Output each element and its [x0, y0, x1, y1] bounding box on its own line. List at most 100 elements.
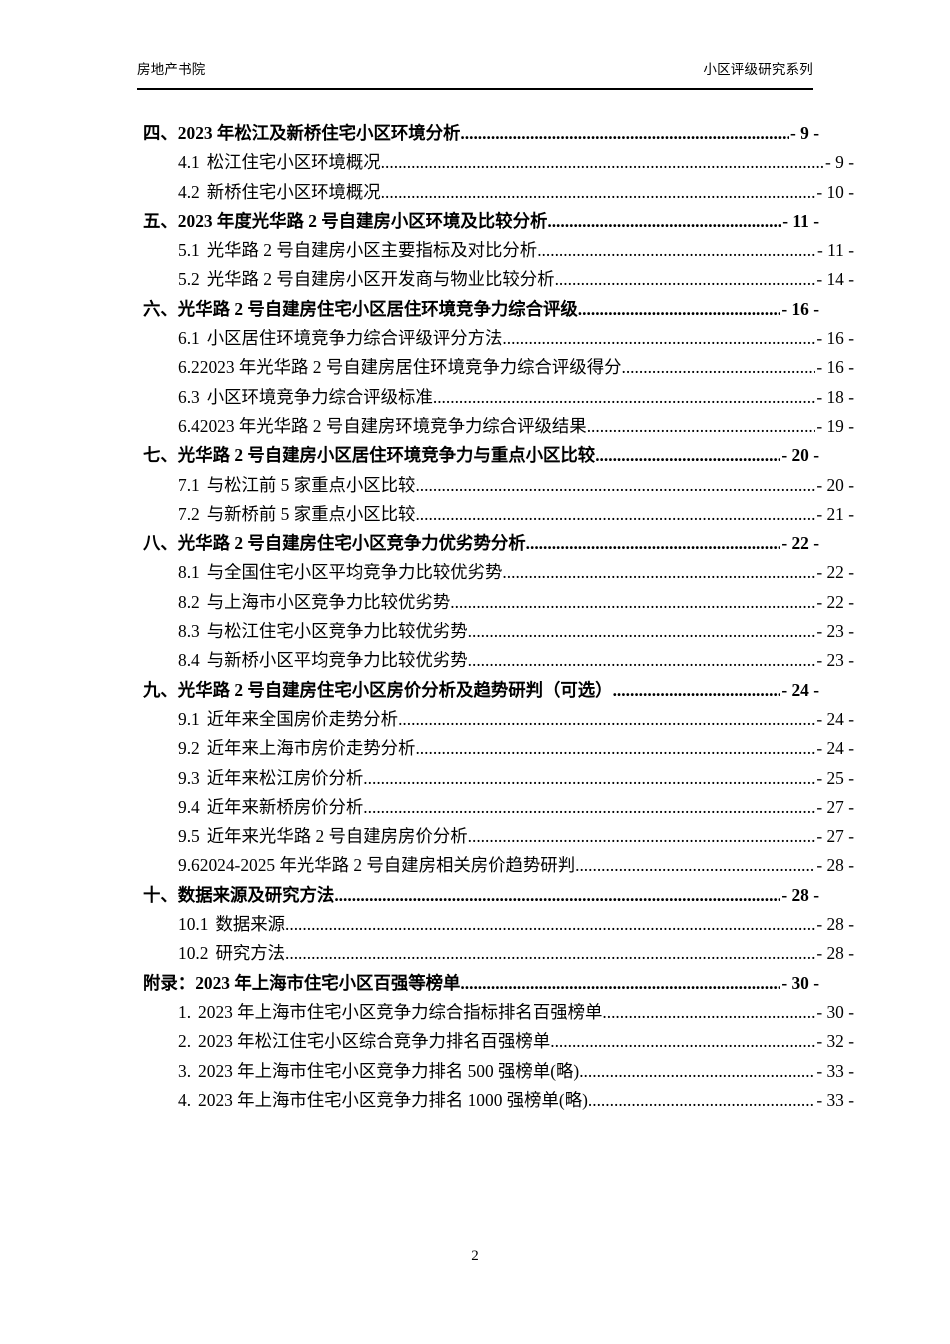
toc-entry[interactable]: 四、2023 年松江及新桥住宅小区环境分析 - 9 - [137, 119, 819, 148]
toc-entry-number: 4. [178, 1089, 192, 1110]
toc-entry[interactable]: 8.4 与新桥小区平均竞争力比较优劣势 - 23 - [137, 646, 854, 675]
toc-entry-page-number: - 18 - [816, 386, 854, 407]
toc-entry[interactable]: 七、光华路 2 号自建房小区居住环境竞争力与重点小区比较 - 20 - [137, 441, 819, 470]
toc-entry[interactable]: 6.1 小区居住环境竞争力综合评级评分方法 - 16 - [137, 324, 854, 353]
toc-entry[interactable]: 10.2 研究方法 - 28 - [137, 939, 854, 968]
toc-leader-dots [575, 851, 815, 880]
toc-entry-title: 光华路 2 号自建房小区居住环境竞争力与重点小区比较 [177, 445, 596, 466]
toc-entry[interactable]: 6.22023 年光华路 2 号自建房居住环境竞争力综合评级得分 - 16 - [137, 353, 854, 382]
toc-entry-label: 4. 2023 年上海市住宅小区竞争力排名 1000 强榜单(略) [178, 1086, 588, 1115]
toc-leader-dots [595, 441, 780, 470]
toc-entry-number: 10.2 [178, 943, 209, 964]
toc-entry-page-number: - 14 - [816, 269, 854, 290]
toc-entry-label: 9.5 近年来光华路 2 号自建房房价分析 [178, 822, 468, 851]
toc-entry-page-number: - 21 - [816, 503, 854, 524]
toc-entry-page-number: - 28 - [816, 914, 854, 935]
toc-entry[interactable]: 6.3 小区环境竞争力综合评级标准 - 18 - [137, 383, 854, 412]
toc-entry[interactable]: 9.5 近年来光华路 2 号自建房房价分析 - 27 - [137, 822, 854, 851]
toc-entry-label: 四、2023 年松江及新桥住宅小区环境分析 [143, 119, 460, 148]
toc-entry[interactable]: 9.4 近年来新桥房价分析 - 27 - [137, 793, 854, 822]
toc-entry-number: 2. [178, 1031, 192, 1052]
toc-entry[interactable]: 4.1 松江住宅小区环境概况 - 9 - [137, 148, 854, 177]
toc-entry-page-number: - 20 - [816, 474, 854, 495]
toc-entry[interactable]: 九、光华路 2 号自建房住宅小区房价分析及趋势研判（可选） - 24 - [137, 676, 819, 705]
toc-entry[interactable]: 7.1 与松江前 5 家重点小区比较 - 20 - [137, 471, 854, 500]
toc-leader-dots [579, 1057, 815, 1086]
toc-entry[interactable]: 8.1 与全国住宅小区平均竞争力比较优劣势 - 22 - [137, 558, 854, 587]
toc-leader-dots [285, 910, 815, 939]
toc-entry[interactable]: 6.42023 年光华路 2 号自建房环境竞争力综合评级结果 - 19 - [137, 412, 854, 441]
toc-entry-number: 9.6 [178, 855, 200, 876]
toc-entry-number: 9.3 [178, 767, 200, 788]
toc-entry-label: 十、数据来源及研究方法 [143, 881, 334, 910]
toc-entry-label: 10.2 研究方法 [178, 939, 285, 968]
toc-leader-dots [363, 764, 815, 793]
toc-entry[interactable]: 八、光华路 2 号自建房住宅小区竞争力优劣势分析 - 22 - [137, 529, 819, 558]
toc-entry-title: 2023 年上海市住宅小区百强等榜单 [195, 972, 461, 993]
toc-leader-dots [334, 881, 780, 910]
toc-entry-page-number: - 11 - [782, 210, 819, 231]
toc-leader-dots [450, 588, 815, 617]
toc-entry[interactable]: 附录：2023 年上海市住宅小区百强等榜单 - 30 - [137, 969, 819, 998]
toc-entry[interactable]: 9.2 近年来上海市房价走势分析 - 24 - [137, 734, 854, 763]
header-divider-rule [137, 88, 813, 90]
toc-entry[interactable]: 10.1 数据来源 - 28 - [137, 910, 854, 939]
toc-entry[interactable]: 十、数据来源及研究方法 - 28 - [137, 881, 819, 910]
toc-entry-number: 七、 [143, 445, 178, 466]
toc-entry-label: 6.3 小区环境竞争力综合评级标准 [178, 383, 433, 412]
toc-entry-page-number: - 22 - [816, 562, 854, 583]
toc-entry-page-number: - 30 - [781, 972, 819, 993]
toc-entry-label: 5.1 光华路 2 号自建房小区主要指标及对比分析 [178, 236, 537, 265]
toc-entry[interactable]: 8.3 与松江住宅小区竞争力比较优劣势 - 23 - [137, 617, 854, 646]
toc-entry-page-number: - 10 - [816, 181, 854, 202]
toc-entry[interactable]: 4.2 新桥住宅小区环境概况 - 10 - [137, 178, 854, 207]
toc-entry-number: 附录： [143, 972, 196, 993]
toc-entry-title: 光华路 2 号自建房小区主要指标及对比分析 [206, 240, 538, 261]
toc-entry-label: 9.62024-2025 年光华路 2 号自建房相关房价趋势研判 [178, 851, 575, 880]
toc-entry[interactable]: 五、2023 年度光华路 2 号自建房小区环境及比较分析 - 11 - [137, 207, 819, 236]
toc-entry-label: 9.4 近年来新桥房价分析 [178, 793, 363, 822]
toc-entry-page-number: - 16 - [781, 298, 819, 319]
toc-entry[interactable]: 9.3 近年来松江房价分析 - 25 - [137, 764, 854, 793]
toc-entry-page-number: - 25 - [816, 767, 854, 788]
toc-entry-page-number: - 9 - [825, 152, 854, 173]
toc-entry[interactable]: 4. 2023 年上海市住宅小区竞争力排名 1000 强榜单(略) - 33 - [137, 1086, 854, 1115]
toc-entry-label: 9.3 近年来松江房价分析 [178, 764, 363, 793]
toc-entry-label: 8.4 与新桥小区平均竞争力比较优劣势 [178, 646, 468, 675]
toc-leader-dots [363, 793, 815, 822]
toc-entry[interactable]: 9.1 近年来全国房价走势分析 - 24 - [137, 705, 854, 734]
toc-entry-label: 九、光华路 2 号自建房住宅小区房价分析及趋势研判（可选） [143, 676, 613, 705]
toc-entry-label: 8.3 与松江住宅小区竞争力比较优劣势 [178, 617, 468, 646]
toc-entry-label: 七、光华路 2 号自建房小区居住环境竞争力与重点小区比较 [143, 441, 595, 470]
toc-entry[interactable]: 2. 2023 年松江住宅小区综合竞争力排名百强榜单 - 32 - [137, 1027, 854, 1056]
toc-entry[interactable]: 8.2 与上海市小区竞争力比较优劣势 - 22 - [137, 588, 854, 617]
toc-entry[interactable]: 5.1 光华路 2 号自建房小区主要指标及对比分析 - 11 - [137, 236, 854, 265]
toc-entry[interactable]: 3. 2023 年上海市住宅小区竞争力排名 500 强榜单(略) - 33 - [137, 1057, 854, 1086]
toc-leader-dots [415, 734, 815, 763]
toc-entry-title: 近年来上海市房价走势分析 [206, 738, 416, 759]
toc-entry-title: 与松江住宅小区竞争力比较优劣势 [206, 621, 468, 642]
toc-entry-page-number: - 22 - [816, 591, 854, 612]
toc-entry[interactable]: 9.62024-2025 年光华路 2 号自建房相关房价趋势研判 - 28 - [137, 851, 854, 880]
toc-entry-number: 5.1 [178, 240, 200, 261]
toc-entry-title: 2023 年上海市住宅小区竞争力排名 1000 强榜单(略) [198, 1089, 588, 1110]
toc-entry-page-number: - 30 - [816, 1001, 854, 1022]
toc-entry-page-number: - 9 - [790, 123, 819, 143]
toc-leader-dots [587, 412, 816, 441]
toc-entry-title: 光华路 2 号自建房住宅小区房价分析及趋势研判（可选） [177, 679, 613, 700]
toc-leader-dots [502, 324, 815, 353]
toc-entry-label: 1. 2023 年上海市住宅小区竞争力综合指标排名百强榜单 [178, 998, 602, 1027]
toc-entry-page-number: - 24 - [816, 738, 854, 759]
toc-entry-number: 9.2 [178, 738, 200, 759]
toc-entry-number: 六、 [143, 298, 178, 319]
toc-entry-number: 4.1 [178, 152, 200, 173]
toc-entry[interactable]: 7.2 与新桥前 5 家重点小区比较 - 21 - [137, 500, 854, 529]
toc-leader-dots [285, 939, 815, 968]
toc-entry-page-number: - 28 - [781, 884, 819, 905]
toc-leader-dots [547, 207, 781, 236]
toc-leader-dots [468, 617, 816, 646]
toc-entry[interactable]: 1. 2023 年上海市住宅小区竞争力综合指标排名百强榜单 - 30 - [137, 998, 854, 1027]
toc-entry[interactable]: 六、光华路 2 号自建房住宅小区居住环境竞争力综合评级 - 16 - [137, 295, 819, 324]
toc-entry[interactable]: 5.2 光华路 2 号自建房小区开发商与物业比较分析 - 14 - [137, 265, 854, 294]
